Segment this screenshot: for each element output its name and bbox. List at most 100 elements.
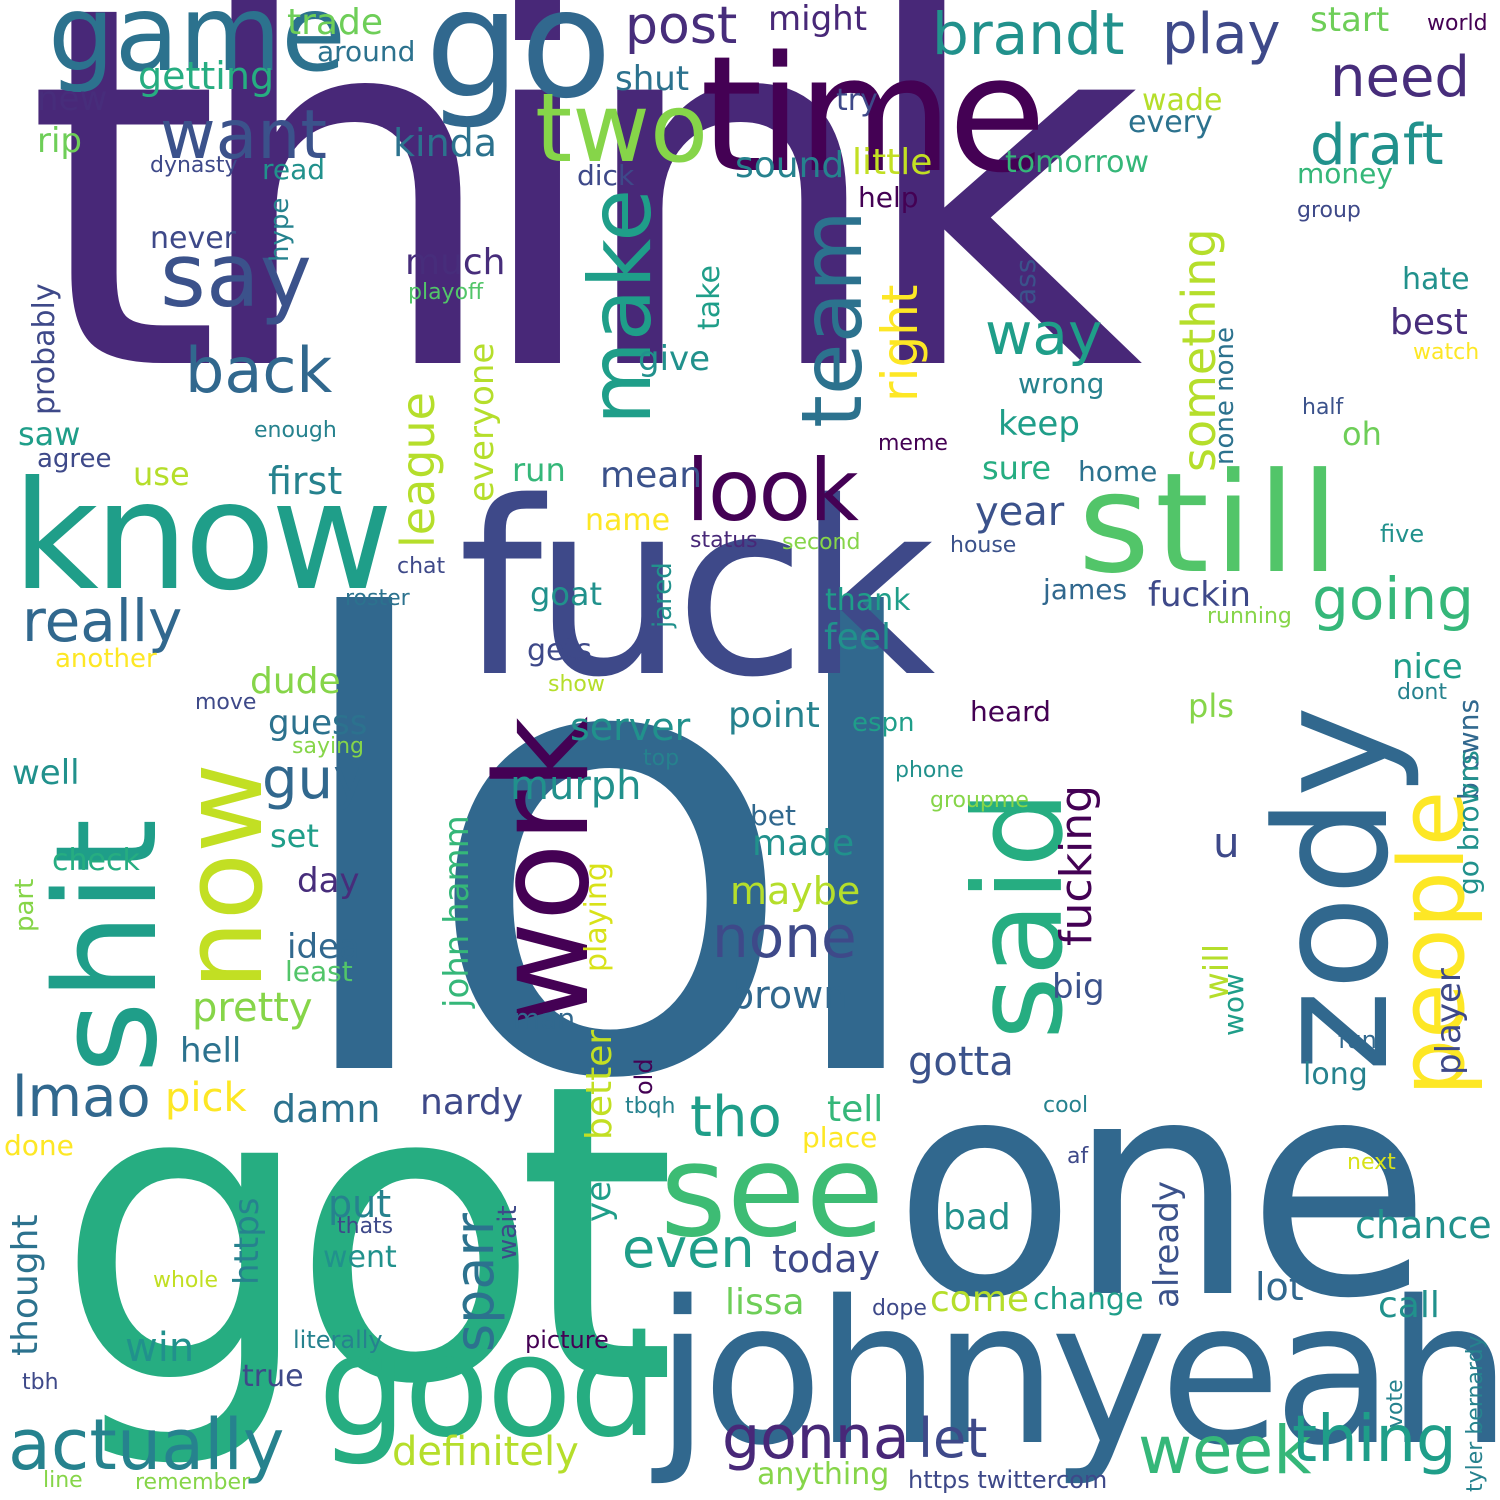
cloud-word: tbh [22,1370,59,1395]
cloud-word: james [1043,573,1128,606]
cloud-word: espn [852,708,915,738]
cloud-word: use [133,455,190,493]
cloud-word: play [1162,2,1281,67]
cloud-word: half [1302,395,1344,420]
cloud-word: bad [943,1197,1011,1238]
cloud-word: johnyeah [655,1258,1500,1489]
cloud-word: sure [982,449,1052,487]
cloud-word: show [548,672,605,697]
cloud-word: five [1380,520,1425,548]
cloud-word: wait [493,1205,523,1260]
cloud-word: two [535,74,709,184]
cloud-word: group [1297,198,1361,223]
cloud-word: remember [135,1470,251,1495]
cloud-word: wow [1217,973,1250,1036]
cloud-word: murph [510,763,642,809]
cloud-word: tho [690,1085,782,1150]
cloud-word: nardy [420,1082,524,1123]
cloud-word: money [1297,157,1393,190]
cloud-word: gonna [722,1403,910,1473]
cloud-word: player [1429,968,1469,1075]
cloud-word: man [513,1002,576,1035]
cloud-word: dont [1397,680,1447,705]
cloud-word: tyler bernardy [1463,1335,1488,1492]
cloud-word: first [268,459,343,503]
cloud-word: well [12,753,80,793]
cloud-word: good [318,1306,658,1469]
cloud-word: wade [1142,83,1223,118]
cloud-word: playoff [408,280,484,305]
cloud-word: want [160,96,328,175]
cloud-word: tell [827,1089,884,1130]
cloud-word: back [185,334,333,407]
cloud-word: fuck [458,450,936,730]
cloud-word: getting [138,54,275,98]
cloud-word: chat [397,554,446,579]
cloud-word: af [1067,1144,1089,1169]
cloud-word: tomorrow [1005,145,1150,180]
cloud-word: thank [825,583,911,618]
cloud-word: saw [18,415,81,453]
cloud-word: least [285,955,353,988]
cloud-word: mean [600,455,703,496]
cloud-word: oh [1342,415,1382,453]
cloud-word: jared [648,562,678,628]
cloud-word: keep [998,404,1080,444]
cloud-word: dope [872,1296,927,1321]
cloud-word: second [782,530,861,555]
cloud-word: vote [1383,1379,1408,1428]
cloud-word: dick [577,159,635,192]
cloud-word: lissa [725,1282,805,1323]
cloud-word: home [1078,455,1158,488]
cloud-word: really [22,587,183,655]
cloud-word: check [52,843,140,878]
cloud-word: watch [1413,340,1480,365]
cloud-word: time [700,21,1046,208]
cloud-word: pick [165,1075,247,1121]
cloud-word: need [1330,45,1470,110]
cloud-word: hype [265,197,295,262]
cloud-word: today [772,1237,881,1281]
cloud-word: still [1078,443,1345,604]
cloud-word: status [690,528,758,553]
cloud-word: big [1052,967,1105,1007]
cloud-word: give [638,339,711,379]
cloud-word: better [579,1029,620,1140]
cloud-word: john hamm [437,815,477,1008]
cloud-word: bet [750,799,796,832]
cloud-word: anything [757,1457,890,1492]
cloud-word: goat [530,575,603,613]
cloud-word: literally [293,1326,383,1354]
cloud-word: set [270,817,319,855]
cloud-word: hell [180,1031,242,1071]
cloud-word: go browns [1452,750,1485,895]
cloud-word: top [643,746,680,771]
cloud-word: already [1147,1181,1187,1308]
cloud-word: kinda [393,121,498,165]
cloud-word: draft [1310,113,1444,178]
cloud-word: agree [37,444,112,474]
cloud-word: saying [292,734,364,759]
cloud-word: fuckin [1148,575,1251,615]
cloud-word: brown [730,973,848,1017]
cloud-word: fun [1338,1026,1377,1054]
cloud-word: help [858,181,919,214]
cloud-word: another [55,644,157,674]
cloud-word: start [1310,0,1390,40]
cloud-word: definitely [392,1429,579,1475]
cloud-word: heard [970,695,1051,728]
cloud-word: feel [824,617,891,658]
cloud-word: dude [250,661,341,702]
cloud-word: damn [272,1087,381,1131]
cloud-word: thought [5,1214,46,1356]
cloud-word: enough [254,418,337,443]
cloud-word: wrong [1018,367,1105,400]
cloud-word: run [512,451,566,489]
cloud-word: gets [527,633,592,668]
cloud-word: https twittercom [908,1466,1108,1494]
cloud-word: old [630,1058,658,1095]
cloud-word: done [4,1129,74,1162]
cloud-word: come [930,1279,1030,1320]
cloud-word: change [1033,1282,1144,1317]
cloud-word: sound [735,145,845,186]
